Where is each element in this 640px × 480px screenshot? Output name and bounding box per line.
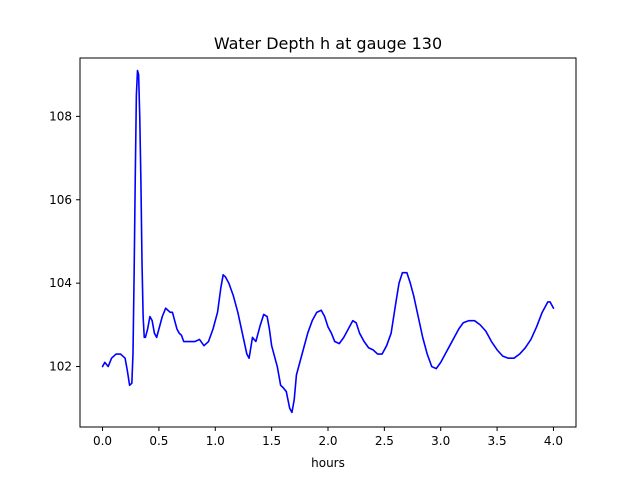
y-axis-ticks: 102 104 106 108 xyxy=(49,109,80,374)
x-tick-label: 3.5 xyxy=(488,434,507,448)
x-axis-label: hours xyxy=(311,456,345,470)
x-tick-label: 3.0 xyxy=(431,434,450,448)
y-tick-label: 108 xyxy=(49,109,72,123)
y-tick-label: 106 xyxy=(49,193,72,207)
x-tick-label: 4.0 xyxy=(544,434,563,448)
x-tick-label: 0.0 xyxy=(93,434,112,448)
x-tick-label: 0.5 xyxy=(149,434,168,448)
y-tick-label: 104 xyxy=(49,276,72,290)
x-tick-label: 1.0 xyxy=(206,434,225,448)
plot-frame xyxy=(79,57,577,428)
plot-area xyxy=(80,58,576,427)
y-tick-label: 102 xyxy=(49,360,72,374)
chart-title: Water Depth h at gauge 130 xyxy=(214,34,442,53)
x-tick-label: 2.5 xyxy=(375,434,394,448)
x-axis-ticks: 0.0 0.5 1.0 1.5 2.0 2.5 3.0 3.5 4.0 xyxy=(93,427,563,448)
series-line xyxy=(101,69,555,414)
x-tick-label: 1.5 xyxy=(262,434,281,448)
series-layer xyxy=(101,69,555,414)
x-tick-label: 2.0 xyxy=(318,434,337,448)
